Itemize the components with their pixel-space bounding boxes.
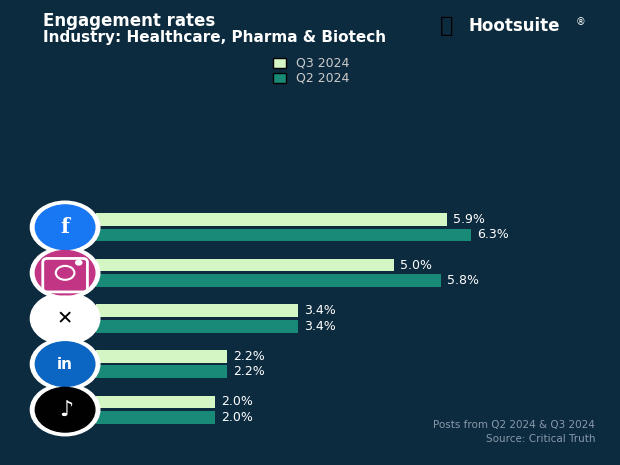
Text: 3.4%: 3.4% xyxy=(304,304,336,317)
Text: Industry: Healthcare, Pharma & Biotech: Industry: Healthcare, Pharma & Biotech xyxy=(43,30,386,45)
Text: 2.2%: 2.2% xyxy=(233,365,265,379)
Bar xyxy=(96,350,227,363)
Text: Posts from Q2 2024 & Q3 2024: Posts from Q2 2024 & Q3 2024 xyxy=(433,420,595,430)
Text: 🦉: 🦉 xyxy=(440,16,454,36)
Text: ®: ® xyxy=(575,17,585,27)
Bar xyxy=(96,411,215,424)
Text: in: in xyxy=(57,357,73,372)
Bar xyxy=(96,304,298,317)
Text: 3.4%: 3.4% xyxy=(304,320,336,333)
Text: 5.9%: 5.9% xyxy=(453,213,485,226)
Text: Engagement rates: Engagement rates xyxy=(43,12,216,30)
Text: Q3 2024: Q3 2024 xyxy=(296,56,349,69)
Text: ♪: ♪ xyxy=(60,400,73,420)
Text: 5.8%: 5.8% xyxy=(447,274,479,287)
Bar xyxy=(96,259,394,272)
Text: 5.0%: 5.0% xyxy=(400,259,432,272)
Text: Source: Critical Truth: Source: Critical Truth xyxy=(485,434,595,444)
Text: Q2 2024: Q2 2024 xyxy=(296,72,349,85)
Text: f: f xyxy=(61,217,69,237)
Bar xyxy=(96,274,441,287)
Text: ✕: ✕ xyxy=(57,309,73,328)
Text: 2.0%: 2.0% xyxy=(221,411,253,424)
Bar xyxy=(96,213,447,226)
Bar xyxy=(96,229,471,241)
Text: 2.2%: 2.2% xyxy=(233,350,265,363)
Bar xyxy=(96,365,227,378)
Bar xyxy=(96,396,215,408)
Text: 2.0%: 2.0% xyxy=(221,395,253,408)
Text: Hootsuite: Hootsuite xyxy=(468,17,560,35)
Text: 6.3%: 6.3% xyxy=(477,228,509,241)
Bar xyxy=(96,320,298,332)
